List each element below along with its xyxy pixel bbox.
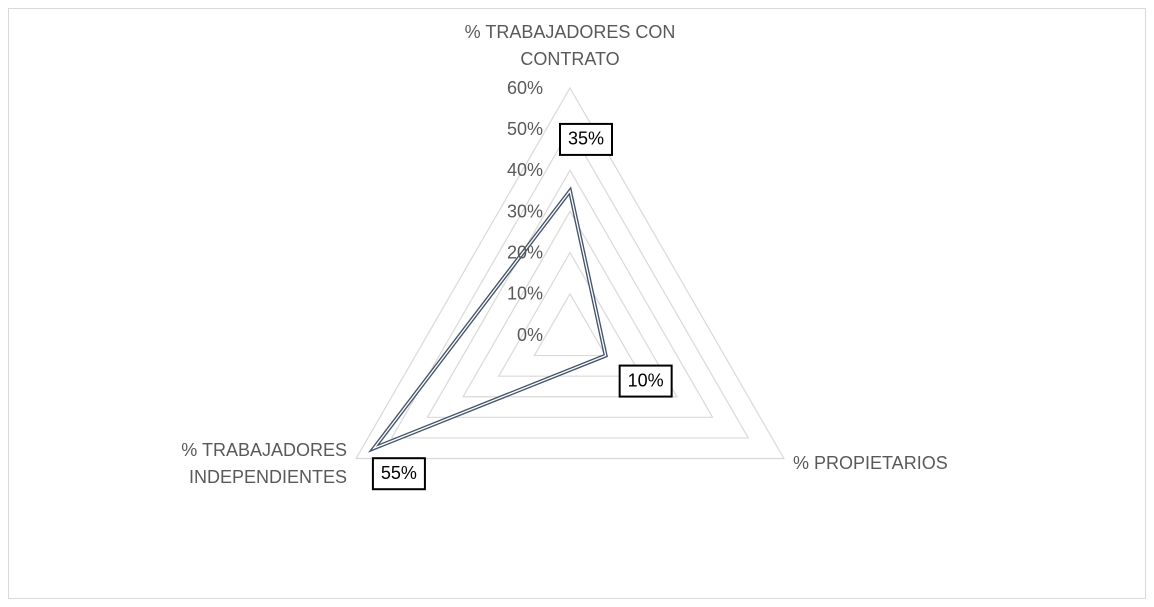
value-label-box [371, 457, 426, 491]
y-tick-label: 50% [507, 119, 543, 139]
value-label-box [559, 122, 613, 156]
grid-line [462, 210, 678, 398]
chart-border [8, 8, 1146, 599]
y-tick-label: 30% [507, 201, 543, 221]
grid-line [355, 86, 785, 460]
grid-line [426, 169, 714, 418]
y-tick-label: 40% [507, 160, 543, 180]
value-label: 35% [568, 129, 604, 149]
value-label: 55% [381, 463, 417, 483]
y-tick-label: 60% [507, 78, 543, 98]
y-tick-label: 0% [517, 325, 543, 345]
y-tick-label: 20% [507, 242, 543, 262]
series-line-inner [371, 189, 607, 450]
value-label: 10% [628, 370, 664, 390]
y-tick-label: 10% [507, 284, 543, 304]
category-label: % TRABAJADORES INDEPENDIENTES [181, 440, 347, 487]
value-label-box [618, 364, 673, 398]
grid-line [497, 251, 643, 377]
category-label: % TRABAJADORES CON CONTRATO [464, 22, 676, 69]
category-label: % PROPIETARIOS [793, 453, 948, 473]
grid-line [390, 127, 750, 439]
grid-line [533, 292, 607, 357]
